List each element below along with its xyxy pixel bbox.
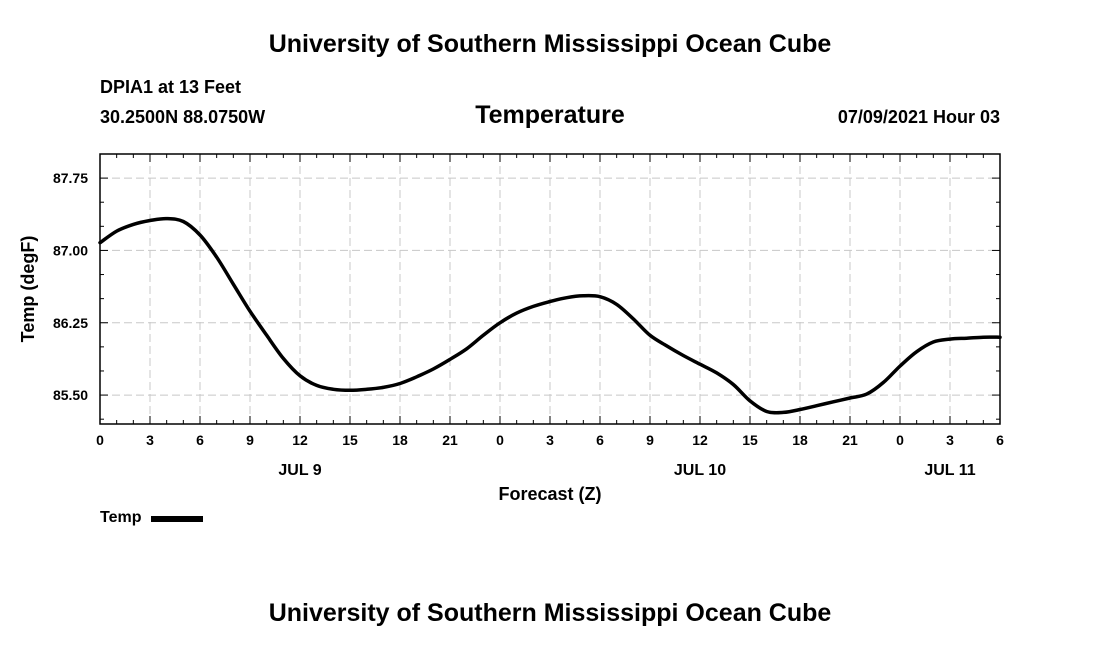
- bottom-title: University of Southern Mississippi Ocean…: [268, 599, 832, 627]
- date-label: JUL 11: [924, 462, 975, 479]
- x-tick-label: 15: [342, 432, 358, 448]
- x-tick-label: 9: [246, 432, 254, 448]
- top-title: University of Southern Mississippi Ocean…: [268, 30, 832, 58]
- x-tick-label: 12: [692, 432, 708, 448]
- chart-axes: 0 3 6 9 12 15 18 21 0 3 6 9 12 15 18 21 0 3 6 85.50 86.25 87.…: [53, 153, 1004, 479]
- x-tick-label: 0: [896, 432, 904, 448]
- legend-swatch: [151, 516, 204, 522]
- x-tick-label: 15: [742, 432, 758, 448]
- x-tick-label: 9: [646, 432, 654, 448]
- x-tick-label: 3: [946, 432, 954, 448]
- series-layer: [98, 216, 1002, 415]
- x-tick-label: 12: [292, 432, 308, 448]
- chart-title: Temperature: [475, 101, 625, 129]
- legend-label: Temp: [100, 509, 142, 526]
- x-tick-label: 3: [146, 432, 154, 448]
- y-tick-label: 87.75: [53, 170, 88, 186]
- x-tick-label: 18: [392, 432, 408, 448]
- x-axis-title: Forecast (Z): [498, 484, 601, 504]
- x-tick-label: 21: [442, 432, 458, 448]
- date-label: JUL 10: [674, 462, 726, 479]
- x-tick-label: 6: [996, 432, 1004, 448]
- y-axis-title: Temp (degF): [18, 236, 38, 343]
- x-tick-label: 0: [96, 432, 104, 448]
- date-label: JUL 9: [278, 462, 321, 479]
- x-tick-label: 18: [792, 432, 808, 448]
- station-coordinates: 30.2500N 88.0750W: [100, 107, 266, 127]
- datetime-label: 07/09/2021 Hour 03: [837, 107, 1000, 127]
- y-tick-label: 87.00: [53, 242, 88, 258]
- station-name: DPIA1 at 13 Feet: [100, 77, 242, 97]
- y-tick-label: 85.50: [53, 387, 88, 403]
- x-tick-label: 3: [546, 432, 554, 448]
- x-tick-label: 21: [842, 432, 858, 448]
- x-tick-label: 0: [496, 432, 504, 448]
- y-tick-label: 86.25: [53, 315, 88, 331]
- legend: Temp: [100, 509, 204, 527]
- grid-lines: [100, 154, 1000, 424]
- x-tick-label: 6: [196, 432, 204, 448]
- series-line-temp: [98, 216, 1002, 415]
- x-tick-label: 6: [596, 432, 604, 448]
